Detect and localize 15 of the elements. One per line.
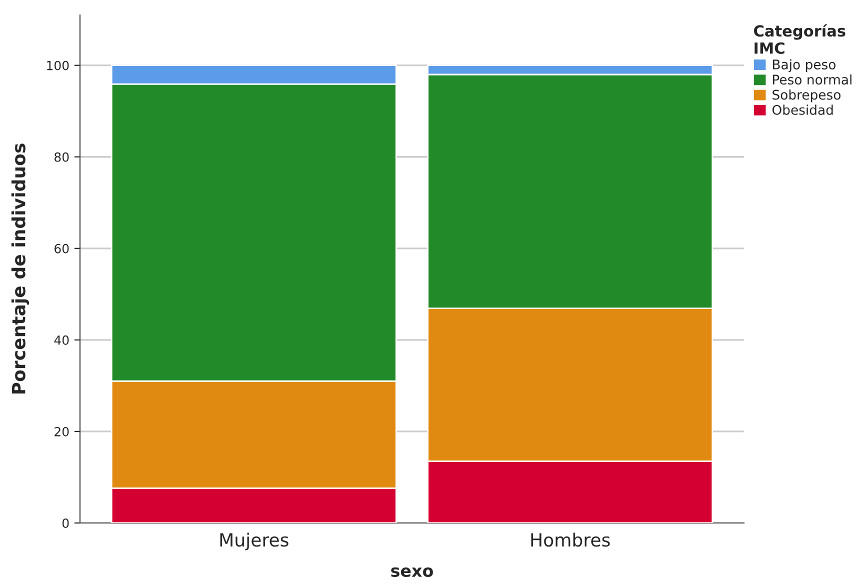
legend-label: Sobrepeso [772, 90, 840, 102]
y-tick-label: 100 [47, 60, 69, 70]
legend-label: Peso normal [773, 74, 852, 85]
y-tick-label: 40 [54, 335, 69, 345]
x-axis-title: sexo [391, 567, 433, 577]
y-tick-label: 0 [62, 518, 69, 528]
y-tick-label: 80 [54, 152, 69, 162]
legend-label: Obesidad [772, 104, 833, 115]
legend-title: Categorías IMC [754, 24, 846, 54]
y-tick-label: 20 [54, 426, 69, 436]
x-tick-label: Hombres [531, 532, 610, 547]
x-tick-label: Mujeres [220, 532, 288, 550]
y-axis-title: Porcentaje de individuos [11, 144, 30, 394]
legend-label: Bajo peso [773, 59, 836, 72]
y-tick-label: 60 [54, 244, 69, 254]
